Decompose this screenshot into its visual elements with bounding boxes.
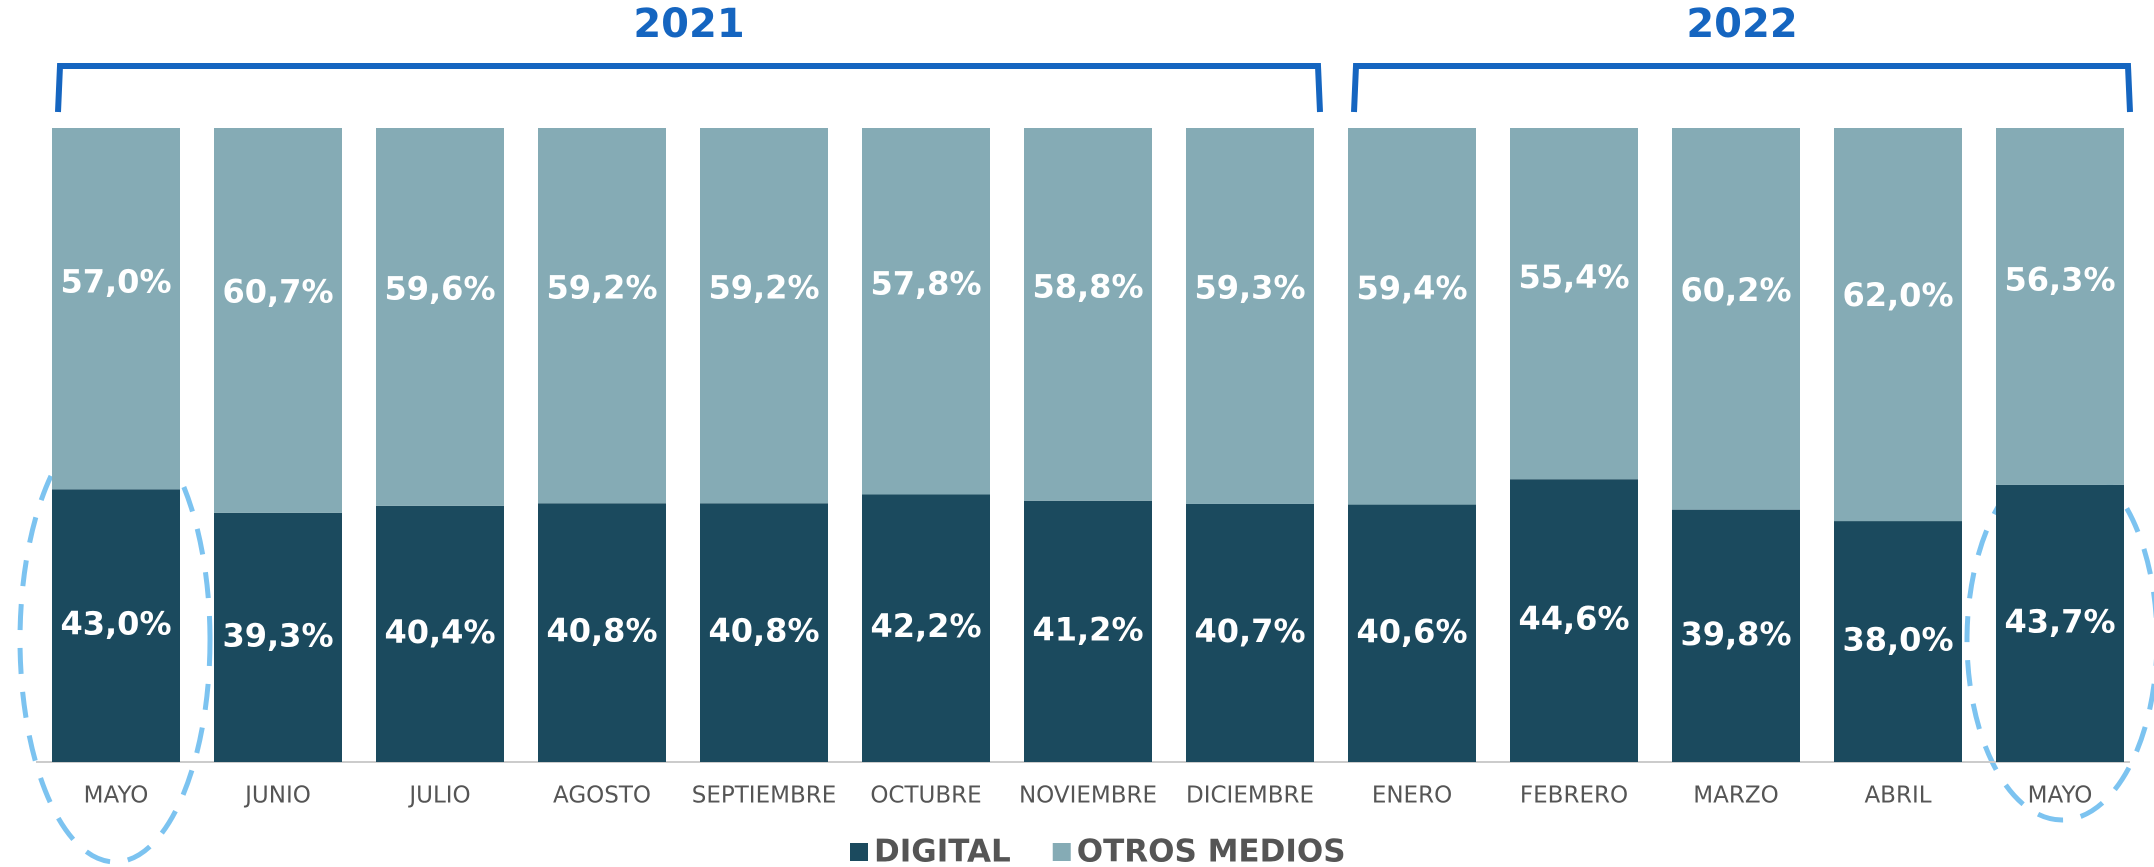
value-label: 57,0% xyxy=(60,262,171,300)
value-label: 59,3% xyxy=(1194,269,1305,307)
value-label: 60,7% xyxy=(222,272,333,310)
bar-segment xyxy=(1186,128,1314,504)
value-label: 60,2% xyxy=(1680,271,1791,309)
x-tick-label: JUNIO xyxy=(243,783,311,809)
highlight-ellipse xyxy=(17,415,213,865)
bar-segment xyxy=(1996,484,2124,762)
bar-segment xyxy=(376,128,504,506)
x-tick-label: AGOSTO xyxy=(553,783,651,809)
value-label: 62,0% xyxy=(1842,276,1953,314)
bar-segment xyxy=(700,503,828,762)
bar-segment xyxy=(214,128,342,513)
bar-segment xyxy=(1672,128,1800,510)
year-label: 2022 xyxy=(1686,1,1797,47)
bar-segment xyxy=(862,128,990,495)
x-tick-label: NOVIEMBRE xyxy=(1019,783,1157,809)
value-label: 43,0% xyxy=(60,605,171,643)
year-label: 2021 xyxy=(633,1,744,47)
bar-segment xyxy=(538,503,666,762)
value-label: 43,7% xyxy=(2004,602,2115,640)
bar-segment xyxy=(1996,128,2124,485)
bar-segment xyxy=(1348,128,1476,505)
bar-segment xyxy=(1510,479,1638,762)
x-tick-label: MAYO xyxy=(84,783,149,809)
bar-segment xyxy=(1672,509,1800,762)
value-label: 59,4% xyxy=(1356,269,1467,307)
value-label: 40,8% xyxy=(708,612,819,650)
bar-segment xyxy=(52,128,180,490)
bar-segment xyxy=(1348,504,1476,762)
x-tick-label: FEBRERO xyxy=(1520,783,1628,809)
value-label: 55,4% xyxy=(1518,258,1629,296)
year-bracket xyxy=(55,63,1323,113)
value-label: 39,3% xyxy=(222,616,333,654)
x-tick-label: JULIO xyxy=(407,783,470,809)
value-label: 59,6% xyxy=(384,269,495,307)
bar-segment xyxy=(1024,500,1152,762)
bar-segment xyxy=(52,489,180,762)
x-tick-label: DICIEMBRE xyxy=(1186,783,1314,809)
bar-segment xyxy=(1834,128,1962,522)
value-label: 40,7% xyxy=(1194,612,1305,650)
value-label: 44,6% xyxy=(1518,600,1629,638)
bar-segment xyxy=(1024,128,1152,501)
value-label: 59,2% xyxy=(546,268,657,306)
year-bracket xyxy=(1351,63,2133,113)
bar-segment xyxy=(1510,128,1638,480)
x-tick-label: SEPTIEMBRE xyxy=(692,783,837,809)
x-tick-label: ABRIL xyxy=(1864,783,1931,809)
bar-segment xyxy=(1186,503,1314,762)
value-label: 58,8% xyxy=(1032,267,1143,305)
x-tick-label: MAYO xyxy=(2028,783,2093,809)
value-label: 41,2% xyxy=(1032,610,1143,648)
x-tick-label: OCTUBRE xyxy=(870,783,981,809)
value-label: 40,8% xyxy=(546,612,657,650)
legend-swatch xyxy=(850,843,868,861)
bar-segment xyxy=(376,505,504,762)
value-label: 57,8% xyxy=(870,265,981,303)
value-label: 40,4% xyxy=(384,613,495,651)
legend-label: OTROS MEDIOS xyxy=(1077,834,1346,867)
value-label: 38,0% xyxy=(1842,621,1953,659)
value-label: 40,6% xyxy=(1356,612,1467,650)
bar-segment xyxy=(1834,521,1962,762)
legend-label: DIGITAL xyxy=(874,834,1011,867)
value-label: 42,2% xyxy=(870,607,981,645)
legend-swatch xyxy=(1052,843,1071,861)
value-label: 56,3% xyxy=(2004,260,2115,298)
bar-segment xyxy=(700,128,828,504)
bar-segment xyxy=(538,128,666,504)
x-tick-label: MARZO xyxy=(1693,783,1778,809)
bar-segment xyxy=(214,512,342,762)
bar-segment xyxy=(862,494,990,762)
value-label: 39,8% xyxy=(1680,615,1791,653)
x-tick-label: ENERO xyxy=(1372,783,1452,809)
value-label: 59,2% xyxy=(708,268,819,306)
